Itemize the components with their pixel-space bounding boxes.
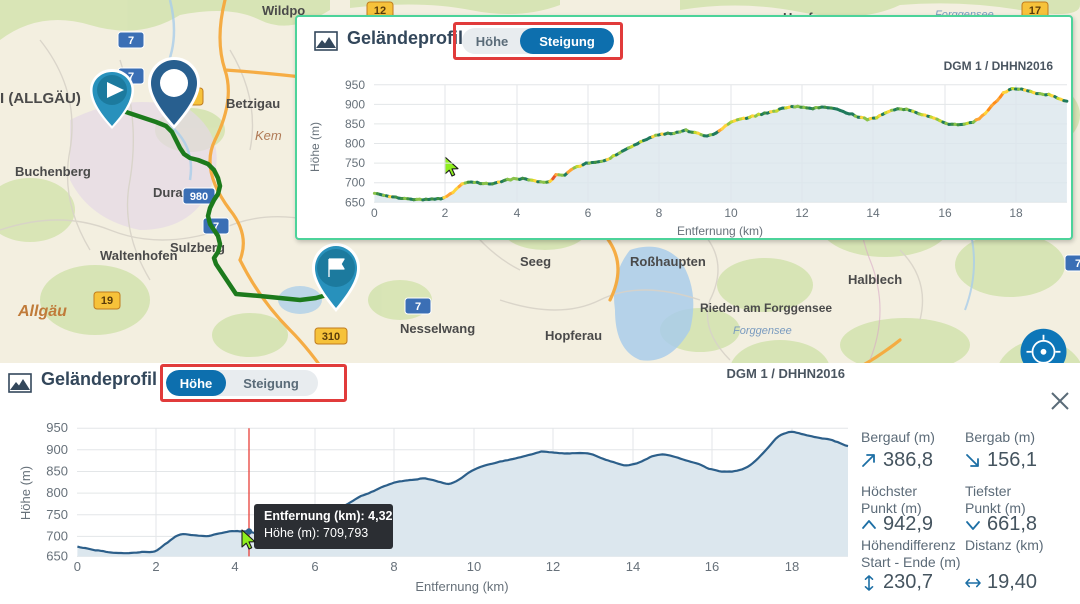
svg-text:Entfernung (km): Entfernung (km): [415, 579, 508, 594]
svg-text:700: 700: [345, 176, 365, 190]
svg-text:DGM 1 / DHHN2016: DGM 1 / DHHN2016: [944, 59, 1054, 73]
svg-text:800: 800: [46, 485, 68, 500]
svg-text:2: 2: [442, 206, 449, 220]
svg-text:Höhe (m): Höhe (m): [308, 122, 322, 172]
svg-text:I (ALLGÄU): I (ALLGÄU): [0, 90, 81, 107]
svg-text:Rieden am Forggensee: Rieden am Forggensee: [700, 301, 832, 315]
svg-text:10: 10: [467, 559, 481, 574]
svg-text:750: 750: [345, 156, 365, 170]
svg-text:6: 6: [311, 559, 318, 574]
svg-text:800: 800: [345, 137, 365, 151]
svg-text:2: 2: [152, 559, 159, 574]
svg-text:Betzigau: Betzigau: [226, 96, 280, 111]
svg-text:850: 850: [345, 117, 365, 131]
svg-text:10: 10: [724, 206, 738, 220]
svg-text:980: 980: [190, 191, 208, 203]
svg-text:18: 18: [1009, 206, 1023, 220]
svg-text:16: 16: [938, 206, 952, 220]
svg-text:14: 14: [626, 559, 640, 574]
svg-text:6: 6: [585, 206, 592, 220]
svg-text:950: 950: [46, 420, 68, 435]
svg-text:900: 900: [46, 442, 68, 457]
svg-text:900: 900: [345, 97, 365, 111]
svg-text:Kem: Kem: [255, 128, 282, 143]
svg-text:Seeg: Seeg: [520, 254, 551, 269]
svg-text:12: 12: [546, 559, 560, 574]
svg-text:Nesselwang: Nesselwang: [400, 321, 475, 336]
svg-text:Forggensee: Forggensee: [733, 325, 792, 337]
svg-text:7: 7: [1075, 258, 1080, 270]
svg-text:DGM 1 / DHHN2016: DGM 1 / DHHN2016: [727, 366, 845, 381]
svg-text:14: 14: [866, 206, 880, 220]
svg-text:Waltenhofen: Waltenhofen: [100, 248, 178, 263]
svg-text:7: 7: [128, 35, 134, 47]
svg-text:850: 850: [46, 464, 68, 479]
svg-text:Allgäu: Allgäu: [17, 303, 67, 320]
svg-text:Halblech: Halblech: [848, 272, 902, 287]
svg-text:750: 750: [46, 507, 68, 522]
svg-text:8: 8: [390, 559, 397, 574]
svg-text:650: 650: [345, 195, 365, 209]
svg-text:0: 0: [74, 559, 81, 574]
svg-text:8: 8: [656, 206, 663, 220]
svg-text:0: 0: [371, 206, 378, 220]
svg-text:950: 950: [345, 78, 365, 92]
svg-text:Höhe (m): Höhe (m): [18, 466, 33, 520]
svg-text:310: 310: [322, 331, 340, 343]
svg-text:16: 16: [705, 559, 719, 574]
svg-text:4: 4: [514, 206, 521, 220]
svg-text:Hopferau: Hopferau: [545, 328, 602, 343]
svg-text:700: 700: [46, 528, 68, 543]
svg-text:18: 18: [785, 559, 799, 574]
svg-text:7: 7: [415, 301, 421, 313]
svg-text:Buchenberg: Buchenberg: [15, 164, 91, 179]
svg-text:650: 650: [46, 548, 68, 563]
svg-text:Entfernung (km): Entfernung (km): [677, 224, 763, 238]
svg-text:4: 4: [231, 559, 238, 574]
svg-text:12: 12: [795, 206, 809, 220]
svg-text:19: 19: [101, 295, 113, 307]
svg-text:Roßhaupten: Roßhaupten: [630, 254, 706, 269]
